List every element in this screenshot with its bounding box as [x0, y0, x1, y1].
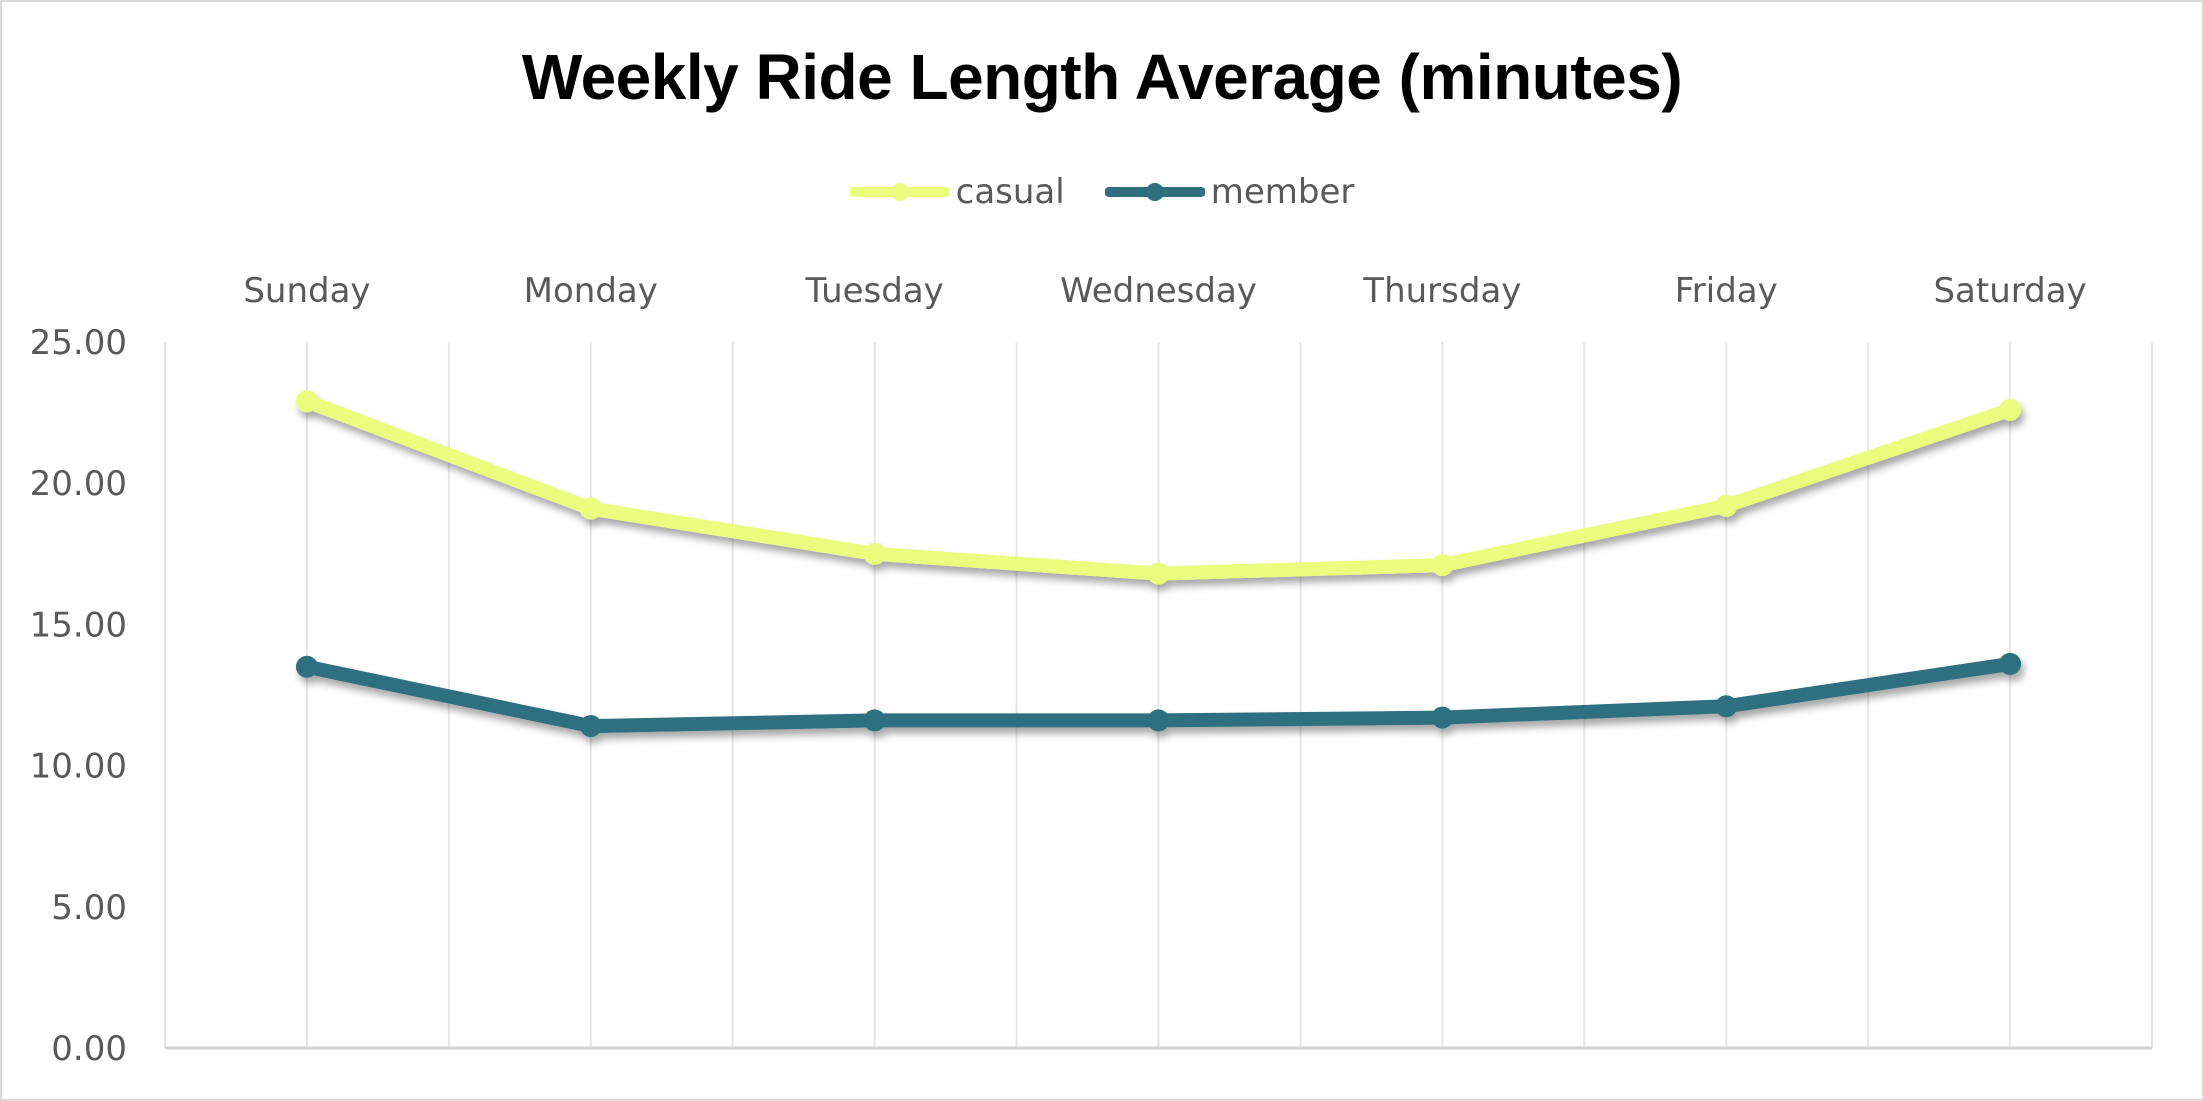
y-tick-label: 15.00: [30, 605, 127, 645]
y-tick-label: 5.00: [51, 888, 127, 928]
x-tick-label: Tuesday: [804, 271, 943, 311]
legend-swatch-casual: [849, 183, 950, 201]
y-tick-label: 25.00: [30, 323, 127, 363]
series-member: [295, 652, 2022, 738]
x-tick-label: Monday: [524, 271, 658, 311]
data-point-casual: [1431, 554, 1454, 577]
legend-marker-casual: [890, 183, 909, 201]
series-casual: [295, 390, 2022, 585]
legend-item-member: member: [1104, 172, 1355, 212]
data-point-casual: [295, 390, 318, 413]
data-point-member: [579, 715, 602, 738]
data-point-casual: [863, 542, 886, 565]
x-tick-label: Thursday: [1362, 271, 1521, 311]
legend-item-casual: casual: [849, 172, 1065, 212]
data-point-member: [1715, 695, 1738, 718]
data-point-casual: [1999, 398, 2022, 421]
y-tick-label: 0.00: [51, 1029, 127, 1069]
legend-swatch-member: [1104, 183, 1205, 201]
data-point-casual: [1147, 562, 1170, 585]
x-tick-label: Friday: [1675, 271, 1778, 311]
data-point-casual: [1715, 494, 1738, 517]
x-tick-label: Saturday: [1933, 271, 2086, 311]
legend-label-casual: casual: [955, 172, 1065, 212]
x-tick-label: Sunday: [243, 271, 370, 311]
data-point-member: [1147, 709, 1170, 732]
y-tick-label: 10.00: [30, 747, 127, 787]
series-lines: [295, 390, 2022, 738]
legend-label-member: member: [1210, 172, 1355, 212]
data-point-member: [1431, 706, 1454, 729]
legend-marker-member: [1145, 183, 1164, 201]
data-point-member: [295, 655, 318, 678]
chart-title: Weekly Ride Length Average (minutes): [521, 41, 1683, 113]
axes: 0.00 5.00 10.00 15.00 20.00 25.00 Sunday Monday…: [30, 271, 2152, 1069]
x-tick-label: Wednesday: [1060, 271, 1257, 311]
y-tick-label: 20.00: [30, 464, 127, 504]
legend: casual member: [2, 172, 2202, 212]
data-point-casual: [579, 497, 602, 520]
data-point-member: [1999, 652, 2022, 675]
data-point-member: [863, 709, 886, 732]
